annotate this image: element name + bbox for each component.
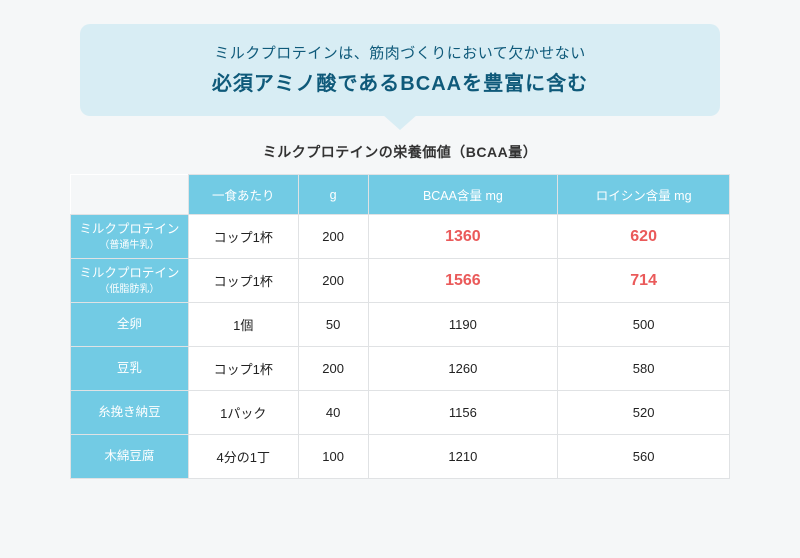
cell-grams: 100 <box>298 435 368 479</box>
table-row: ミルクプロテイン（低脂肪乳）コップ1杯2001566714 <box>71 259 730 303</box>
table-row: 木綿豆腐4分の1丁1001210560 <box>71 435 730 479</box>
cell-serving: コップ1杯 <box>188 215 298 259</box>
cell-serving: 4分の1丁 <box>188 435 298 479</box>
cell-leucine: 714 <box>558 259 730 303</box>
cell-bcaa: 1156 <box>368 391 558 435</box>
table-row: 全卵1個501190500 <box>71 303 730 347</box>
nutrition-table: 一食あたり g BCAA含量 mg ロイシン含量 mg ミルクプロテイン（普通牛… <box>70 174 730 479</box>
col-header-serving: 一食あたり <box>188 175 298 215</box>
row-header: ミルクプロテイン（普通牛乳） <box>71 215 189 259</box>
cell-grams: 200 <box>298 347 368 391</box>
cell-grams: 50 <box>298 303 368 347</box>
col-header-leucine: ロイシン含量 mg <box>558 175 730 215</box>
row-header-sub: （普通牛乳） <box>77 239 182 252</box>
cell-serving: 1パック <box>188 391 298 435</box>
table-row: 糸挽き納豆1パック401156520 <box>71 391 730 435</box>
cell-bcaa: 1260 <box>368 347 558 391</box>
cell-grams: 40 <box>298 391 368 435</box>
cell-leucine: 500 <box>558 303 730 347</box>
table-subtitle: ミルクプロテインの栄養価値（BCAA量） <box>263 142 537 162</box>
cell-grams: 200 <box>298 259 368 303</box>
table-row: ミルクプロテイン（普通牛乳）コップ1杯2001360620 <box>71 215 730 259</box>
row-header-sub: （低脂肪乳） <box>77 283 182 296</box>
row-header: 全卵 <box>71 303 189 347</box>
cell-leucine: 620 <box>558 215 730 259</box>
cell-bcaa: 1360 <box>368 215 558 259</box>
row-header: 豆乳 <box>71 347 189 391</box>
cell-bcaa: 1566 <box>368 259 558 303</box>
cell-leucine: 560 <box>558 435 730 479</box>
cell-grams: 200 <box>298 215 368 259</box>
cell-serving: 1個 <box>188 303 298 347</box>
cell-leucine: 520 <box>558 391 730 435</box>
banner-line-2: 必須アミノ酸であるBCAAを豊富に含む <box>100 67 700 96</box>
col-header-grams: g <box>298 175 368 215</box>
table-row: 豆乳コップ1杯2001260580 <box>71 347 730 391</box>
cell-serving: コップ1杯 <box>188 347 298 391</box>
row-header: ミルクプロテイン（低脂肪乳） <box>71 259 189 303</box>
row-header: 木綿豆腐 <box>71 435 189 479</box>
cell-serving: コップ1杯 <box>188 259 298 303</box>
cell-bcaa: 1190 <box>368 303 558 347</box>
headline-banner: ミルクプロテインは、筋肉づくりにおいて欠かせない 必須アミノ酸であるBCAAを豊… <box>80 24 720 116</box>
cell-bcaa: 1210 <box>368 435 558 479</box>
table-corner-blank <box>71 175 189 215</box>
col-header-bcaa: BCAA含量 mg <box>368 175 558 215</box>
cell-leucine: 580 <box>558 347 730 391</box>
row-header: 糸挽き納豆 <box>71 391 189 435</box>
banner-line-1: ミルクプロテインは、筋肉づくりにおいて欠かせない <box>100 42 700 63</box>
